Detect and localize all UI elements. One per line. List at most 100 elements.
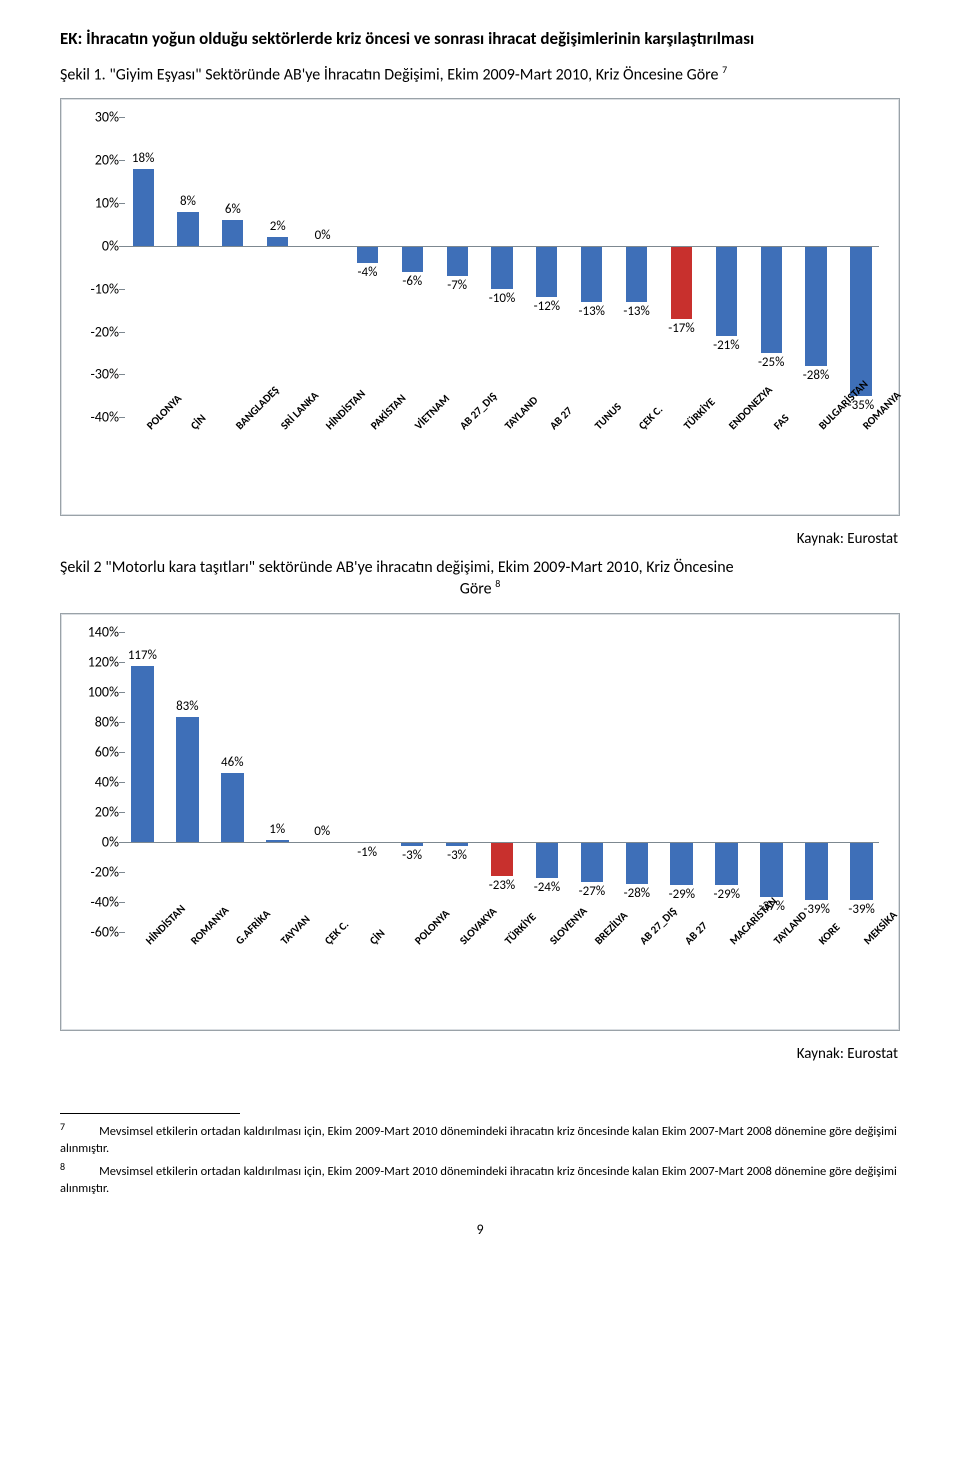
ytick-mark (119, 203, 125, 204)
bar-slot: 8% (177, 117, 198, 417)
xlabel-slot: HİNDİSTAN (131, 932, 154, 1028)
chart2: 117%83%46%1%0%-1%-3%-3%-23%-24%-27%-28%-… (77, 632, 883, 1028)
xlabel-slot: G.AFRİKA (221, 932, 244, 1028)
bar-slot: -29% (715, 632, 738, 932)
chart2-caption-end: Göre (460, 580, 495, 599)
bar (805, 842, 828, 901)
bar-slot: 0% (312, 117, 333, 417)
xlabel-slot: BREZİLYA (581, 932, 604, 1028)
chart1: 18%8%6%2%0%-4%-6%-7%-10%-12%-13%-13%-17%… (77, 117, 883, 513)
bar-value-label: 18% (132, 151, 154, 166)
bar (133, 169, 154, 246)
bar-value-label: -6% (402, 274, 422, 289)
xlabel-slot: MACARİSTAN (715, 932, 738, 1028)
bar-value-label: 83% (176, 699, 198, 714)
xlabel-slot: SRİ LANKA (267, 417, 288, 513)
page-number: 9 (60, 1221, 900, 1238)
bar-slot: -1% (356, 632, 379, 932)
bar-value-label: -24% (534, 880, 560, 895)
xlabel-slot: SLOVENYA (536, 932, 559, 1028)
bar-slot: 2% (267, 117, 288, 417)
xlabel-slot: TUNUS (581, 417, 602, 513)
ytick-mark (119, 332, 125, 333)
bar (671, 246, 692, 319)
bar-value-label: 2% (270, 219, 286, 234)
bar-slot: -4% (357, 117, 378, 417)
bar (716, 246, 737, 336)
bar-value-label: -23% (489, 878, 515, 893)
ytick-mark (119, 872, 125, 873)
xlabel-slot: POLONYA (401, 932, 424, 1028)
xlabel-slot: MEKSİKA (850, 932, 873, 1028)
bar-value-label: 117% (128, 648, 157, 663)
bar-value-label: -27% (579, 884, 605, 899)
bar (581, 842, 604, 883)
zero-axis (125, 842, 879, 843)
xlabel-slot: AB 27_DIŞ (447, 417, 468, 513)
chart1-caption: Şekil 1. "Giyim Eşyası" Sektöründe AB'ye… (60, 63, 900, 84)
ytick-mark (119, 692, 125, 693)
chart2-caption-text: "Motorlu kara taşıtları" sektöründe AB'y… (105, 558, 733, 577)
bar-value-label: -10% (489, 291, 515, 306)
bar (536, 246, 557, 297)
bar-slot: -35% (850, 117, 871, 417)
bar-slot: -3% (401, 632, 424, 932)
chart2-source: Kaynak: Eurostat (60, 1045, 898, 1063)
bar (536, 842, 559, 878)
bar-value-label: -7% (447, 278, 467, 293)
bar-slot: -21% (716, 117, 737, 417)
bar (626, 246, 647, 302)
bar (491, 842, 514, 877)
footnote-8-text: Mevsimsel etkilerin ortadan kaldırılması… (60, 1164, 897, 1196)
bar-value-label: -4% (358, 265, 378, 280)
ytick-label: -30% (77, 366, 119, 383)
ytick-mark (119, 160, 125, 161)
ytick-label: -60% (77, 923, 119, 940)
bar-slot: -23% (491, 632, 514, 932)
footnote-7-num: 7 (60, 1120, 65, 1133)
footnote-rule (60, 1113, 240, 1114)
bar-slot: -17% (671, 117, 692, 417)
ytick-label: -20% (77, 323, 119, 340)
footnote-7-text: Mevsimsel etkilerin ortadan kaldırılması… (60, 1124, 897, 1156)
xlabel-slot: TAYLAND (491, 417, 512, 513)
xlabel-slot: TAYLAND (760, 932, 783, 1028)
bar-slot: -39% (805, 632, 828, 932)
ytick-mark (119, 374, 125, 375)
zero-axis (125, 246, 879, 247)
bar (581, 246, 602, 302)
chart1-caption-prefix: Şekil 1. (60, 65, 109, 84)
bar (670, 842, 693, 886)
ytick-mark (119, 662, 125, 663)
bar-slot: -6% (402, 117, 423, 417)
bar-slot: 1% (266, 632, 289, 932)
xlabel-slot: FAS (760, 417, 781, 513)
ytick-label: 0% (77, 833, 119, 850)
chart2-caption-prefix: Şekil 2 (60, 558, 105, 577)
bar-slot: -13% (581, 117, 602, 417)
bar-slot: -10% (491, 117, 512, 417)
xlabel-slot: ENDONEZYA (715, 417, 736, 513)
ytick-label: -40% (77, 409, 119, 426)
bar-value-label: -29% (669, 887, 695, 902)
bar-value-label: -1% (357, 845, 377, 860)
bar-value-label: -29% (714, 887, 740, 902)
bar-slot: 83% (176, 632, 199, 932)
bar-slot: 18% (133, 117, 154, 417)
xlabel-slot: ÇİN (178, 417, 199, 513)
xlabel-slot: ÇİN (356, 932, 379, 1028)
xlabel-slot: AB 27 (536, 417, 557, 513)
chart1-source: Kaynak: Eurostat (60, 530, 898, 548)
bar (447, 246, 468, 276)
xlabel-slot: TÜRKİYE (491, 932, 514, 1028)
page-root: EK: İhracatın yoğun olduğu sektörlerde k… (0, 0, 960, 1258)
xlabel-slot: SLOVAKYA (446, 932, 469, 1028)
ytick-label: 20% (77, 152, 119, 169)
bar-value-label: -28% (624, 886, 650, 901)
ytick-mark (119, 289, 125, 290)
bar-slot: -24% (536, 632, 559, 932)
bar-value-label: -39% (848, 902, 874, 917)
ytick-label: 120% (77, 653, 119, 670)
xlabel-slot: PAKİSTAN (357, 417, 378, 513)
bar-value-label: -3% (402, 848, 422, 863)
